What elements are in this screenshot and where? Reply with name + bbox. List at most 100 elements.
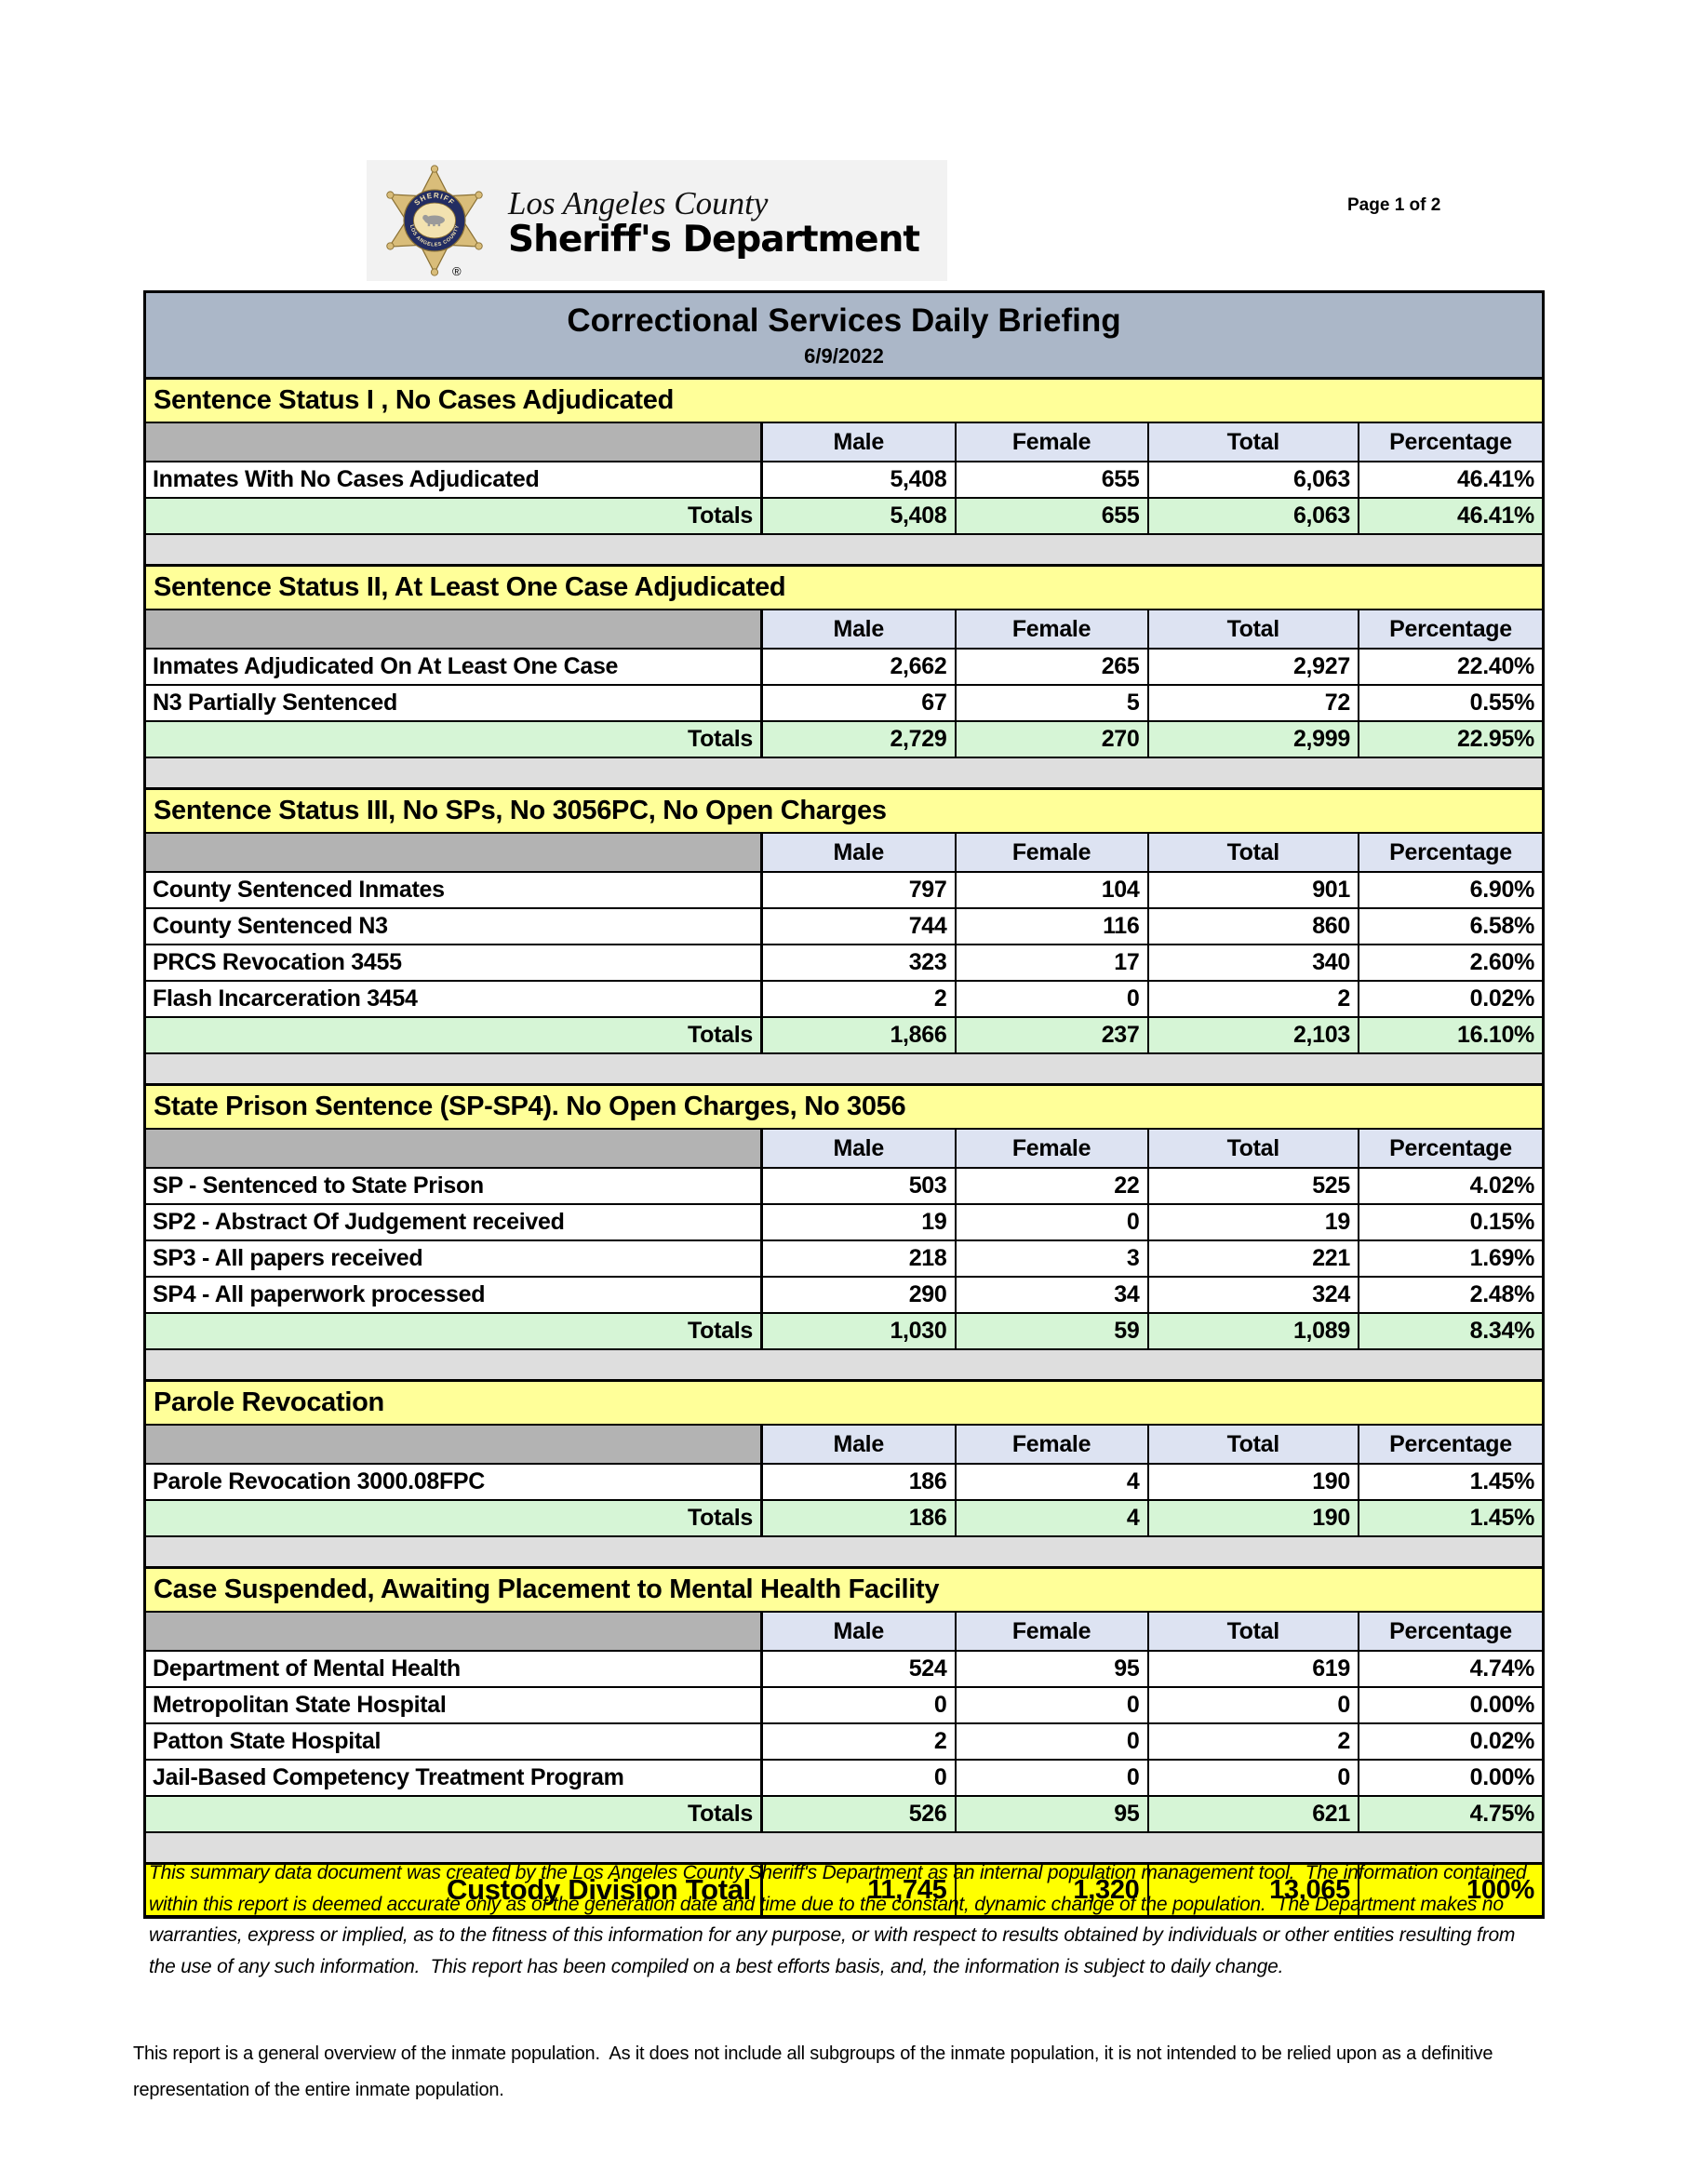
cell-male: 186 — [760, 1465, 955, 1499]
totals-total: 1,089 — [1146, 1314, 1358, 1348]
totals-female: 237 — [954, 1018, 1147, 1052]
column-header-row: Male Female Total Percentage — [146, 609, 1542, 648]
totals-male: 2,729 — [760, 722, 955, 757]
grand-total-label: Custody Division Total — [146, 1865, 760, 1915]
bear-icon — [422, 214, 445, 227]
cell-percentage: 2.48% — [1358, 1278, 1542, 1312]
row-label: N3 Partially Sentenced — [146, 686, 760, 720]
column-header-total: Total — [1146, 1426, 1358, 1463]
spacer-band — [146, 1833, 1542, 1862]
cell-total: 0 — [1146, 1688, 1358, 1722]
cell-male: 797 — [760, 873, 955, 907]
column-header-male: Male — [760, 1613, 955, 1650]
totals-male: 1,866 — [760, 1018, 955, 1052]
cell-total: 72 — [1146, 686, 1358, 720]
row-label: Jail-Based Competency Treatment Program — [146, 1761, 760, 1795]
table-row: Flash Incarceration 3454 2 0 2 0.02% — [146, 980, 1542, 1016]
cell-total: 6,063 — [1146, 462, 1358, 497]
section-spacer — [146, 1535, 1542, 1566]
grand-total-male: 11,745 — [760, 1865, 955, 1915]
report-table: Correctional Services Daily Briefing 6/9… — [143, 290, 1545, 1919]
cell-percentage: 6.58% — [1358, 909, 1542, 944]
cell-percentage: 1.69% — [1358, 1241, 1542, 1276]
section-header-row: Sentence Status II, At Least One Case Ad… — [146, 564, 1542, 609]
column-header-blank — [146, 1613, 760, 1650]
cell-male: 67 — [760, 686, 955, 720]
totals-female: 270 — [954, 722, 1147, 757]
totals-total: 6,063 — [1146, 499, 1358, 533]
column-header-row: Male Female Total Percentage — [146, 1424, 1542, 1463]
cell-total: 221 — [1146, 1241, 1358, 1276]
cell-male: 323 — [760, 945, 955, 980]
totals-row: Totals 1,030 59 1,089 8.34% — [146, 1312, 1542, 1348]
cell-female: 265 — [954, 650, 1147, 684]
cell-female: 655 — [954, 462, 1147, 497]
cell-percentage: 0.02% — [1358, 982, 1542, 1016]
cell-percentage: 1.45% — [1358, 1465, 1542, 1499]
cell-female: 17 — [954, 945, 1147, 980]
totals-male: 5,408 — [760, 499, 955, 533]
cell-male: 0 — [760, 1761, 955, 1795]
cell-female: 3 — [954, 1241, 1147, 1276]
table-row: SP4 - All paperwork processed 290 34 324… — [146, 1276, 1542, 1312]
table-row: SP - Sentenced to State Prison 503 22 52… — [146, 1167, 1542, 1203]
row-label: SP - Sentenced to State Prison — [146, 1169, 760, 1203]
cell-percentage: 0.55% — [1358, 686, 1542, 720]
cell-male: 524 — [760, 1652, 955, 1686]
cell-percentage: 22.40% — [1358, 650, 1542, 684]
column-header-blank — [146, 834, 760, 871]
section-spacer — [146, 1348, 1542, 1379]
totals-percentage: 16.10% — [1358, 1018, 1542, 1052]
totals-total: 190 — [1146, 1501, 1358, 1535]
sheriff-logo: SHERIFF LOS ANGELES COUNTY Los Angeles C… — [367, 160, 947, 281]
column-header-male: Male — [760, 610, 955, 648]
badge-point-balls — [386, 165, 483, 276]
column-header-female: Female — [954, 423, 1147, 461]
column-header-blank — [146, 1130, 760, 1167]
table-row: Inmates Adjudicated On At Least One Case… — [146, 648, 1542, 684]
cell-total: 340 — [1146, 945, 1358, 980]
column-header-percentage: Percentage — [1358, 610, 1542, 648]
row-label: Inmates Adjudicated On At Least One Case — [146, 650, 760, 684]
grand-total-row: Custody Division Total 11,745 1,320 13,0… — [146, 1862, 1542, 1916]
totals-percentage: 4.75% — [1358, 1797, 1542, 1831]
cell-total: 901 — [1146, 873, 1358, 907]
registered-trademark-mark: ® — [452, 264, 462, 278]
report-date: 6/9/2022 — [804, 343, 884, 368]
table-row: Department of Mental Health 524 95 619 4… — [146, 1650, 1542, 1686]
column-header-blank — [146, 1426, 760, 1463]
row-label: County Sentenced Inmates — [146, 873, 760, 907]
totals-row: Totals 186 4 190 1.45% — [146, 1499, 1542, 1535]
section-header-row: Sentence Status I , No Cases Adjudicated — [146, 377, 1542, 422]
grand-total-female: 1,320 — [954, 1865, 1147, 1915]
column-header-percentage: Percentage — [1358, 1426, 1542, 1463]
cell-female: 4 — [954, 1465, 1147, 1499]
row-label: SP2 - Abstract Of Judgement received — [146, 1205, 760, 1239]
cell-female: 0 — [954, 1724, 1147, 1759]
column-header-blank — [146, 610, 760, 648]
cell-female: 0 — [954, 982, 1147, 1016]
cell-male: 19 — [760, 1205, 955, 1239]
cell-percentage: 6.90% — [1358, 873, 1542, 907]
section-title: Sentence Status II, At Least One Case Ad… — [146, 567, 1542, 609]
grand-total-total: 13,065 — [1146, 1865, 1358, 1915]
column-header-total: Total — [1146, 1613, 1358, 1650]
section-header-row: Sentence Status III, No SPs, No 3056PC, … — [146, 787, 1542, 832]
section-title: Case Suspended, Awaiting Placement to Me… — [146, 1569, 1542, 1611]
section-header-row: Parole Revocation — [146, 1379, 1542, 1424]
section-title: State Prison Sentence (SP-SP4). No Open … — [146, 1086, 1542, 1128]
table-row: County Sentenced N3 744 116 860 6.58% — [146, 907, 1542, 944]
table-row: PRCS Revocation 3455 323 17 340 2.60% — [146, 944, 1542, 980]
cell-male: 218 — [760, 1241, 955, 1276]
column-header-blank — [146, 423, 760, 461]
cell-percentage: 2.60% — [1358, 945, 1542, 980]
sheriff-badge-icon: SHERIFF LOS ANGELES COUNTY — [386, 165, 483, 276]
section-spacer — [146, 1052, 1542, 1083]
disclaimer-text: This summary data document was created b… — [149, 1862, 1533, 1977]
cell-male: 503 — [760, 1169, 955, 1203]
row-label: Inmates With No Cases Adjudicated — [146, 462, 760, 497]
totals-total: 621 — [1146, 1797, 1358, 1831]
spacer-band — [146, 1537, 1542, 1566]
cell-total: 2 — [1146, 982, 1358, 1016]
